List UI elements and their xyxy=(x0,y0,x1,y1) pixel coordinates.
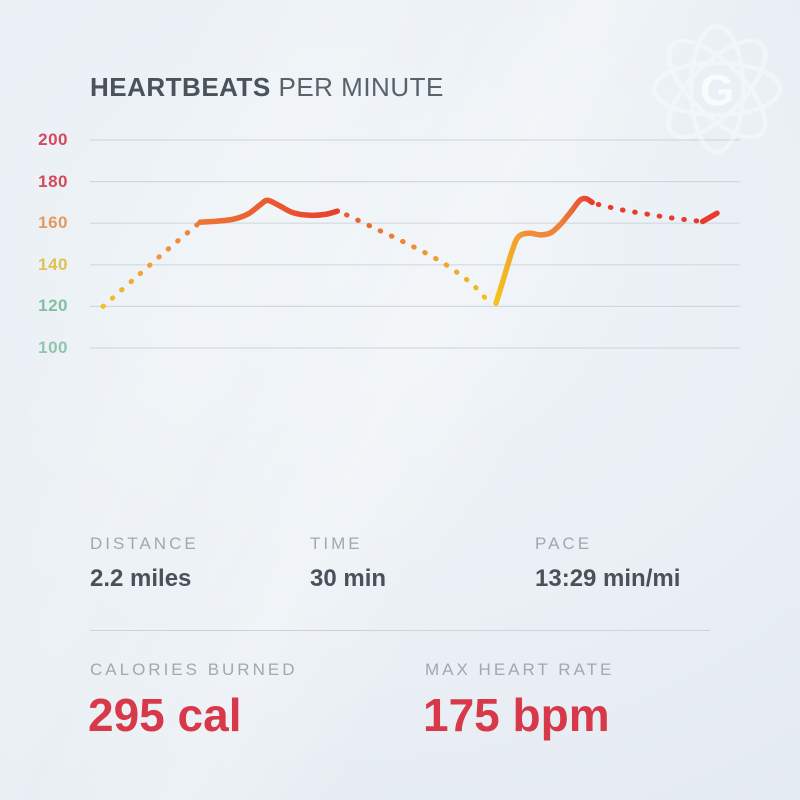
heart-rate-line-solid xyxy=(493,195,595,307)
y-axis-label: 180 xyxy=(38,171,68,191)
calories-label: CALORIES BURNED xyxy=(90,660,298,679)
heart-rate-line-solid xyxy=(699,210,720,225)
pace-label: PACE xyxy=(535,534,593,553)
title-emphasis: HEARTBEATS xyxy=(90,72,271,102)
y-axis-label: 160 xyxy=(38,213,68,233)
heart-rate-line-dotted xyxy=(595,201,702,224)
title-rest: PER MINUTE xyxy=(270,72,444,102)
y-axis-label: 100 xyxy=(38,338,68,357)
page-title: HEARTBEATS PER MINUTE xyxy=(90,72,444,103)
heart-rate-line-dotted xyxy=(344,212,492,305)
max-heart-rate-value: 175 bpm xyxy=(423,689,610,741)
logo-letter: G xyxy=(700,66,734,115)
max-heart-rate-label: MAX HEART RATE xyxy=(425,660,615,679)
time-label: TIME xyxy=(310,534,363,553)
distance-value: 2.2 miles xyxy=(90,565,192,592)
distance-label: DISTANCE xyxy=(90,534,199,553)
pace-value: 13:29 min/mi xyxy=(535,565,681,592)
heart-rate-line-dotted xyxy=(100,219,203,309)
atom-logo-icon: G xyxy=(651,23,783,155)
divider xyxy=(90,630,710,631)
calories-value: 295 cal xyxy=(88,689,242,741)
heart-rate-line-solid xyxy=(197,197,341,225)
y-axis-label: 120 xyxy=(38,296,68,316)
y-axis-label: 140 xyxy=(38,254,68,274)
y-axis-label: 200 xyxy=(38,130,68,149)
time-value: 30 min xyxy=(310,565,387,592)
